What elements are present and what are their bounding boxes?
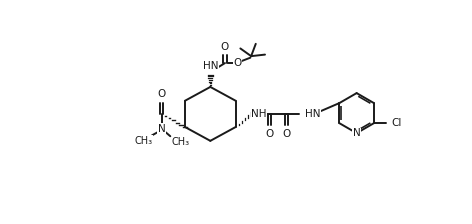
Text: O: O <box>221 41 229 52</box>
Text: O: O <box>233 58 241 68</box>
Text: O: O <box>265 129 274 138</box>
Text: N: N <box>353 128 361 138</box>
Text: HN: HN <box>305 109 320 119</box>
Text: CH₃: CH₃ <box>171 137 189 147</box>
Text: NH: NH <box>251 109 267 119</box>
Text: CH₃: CH₃ <box>134 136 152 146</box>
Text: O: O <box>158 89 166 99</box>
Text: N: N <box>158 123 166 134</box>
Text: O: O <box>282 129 291 138</box>
Text: HN: HN <box>202 61 218 71</box>
Text: Cl: Cl <box>392 118 402 128</box>
